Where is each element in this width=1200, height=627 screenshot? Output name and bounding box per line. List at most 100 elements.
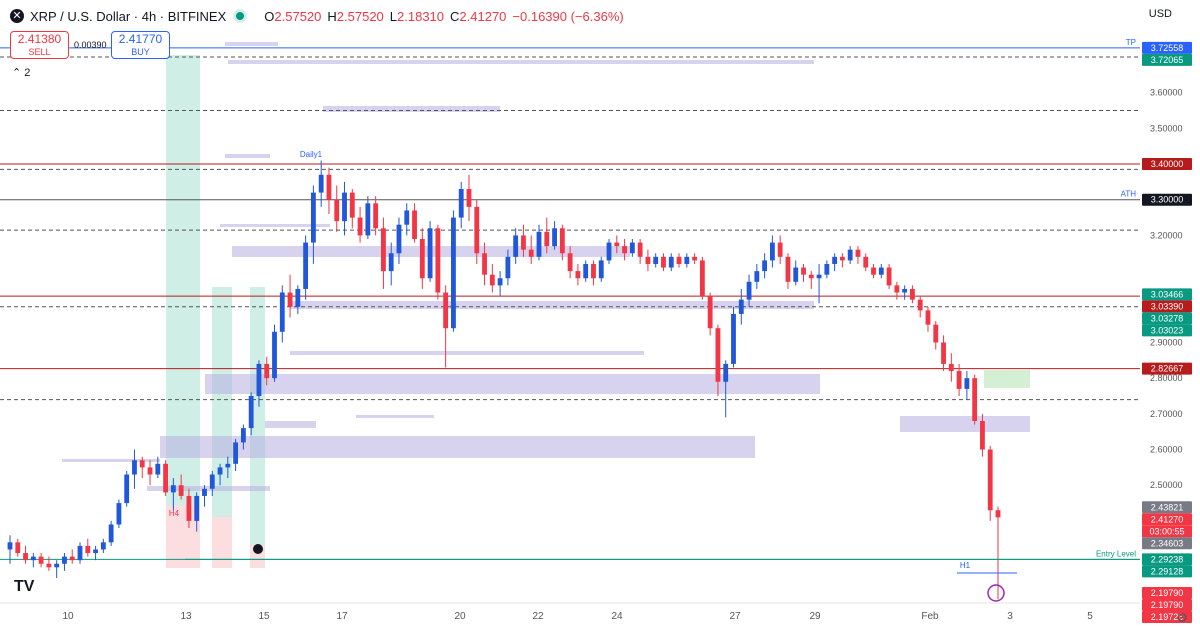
candle-body [482, 253, 487, 275]
candle-body [980, 420, 985, 450]
candle-body [917, 299, 923, 311]
buy-price: 2.41770 [118, 32, 163, 46]
gear-icon[interactable]: ⚙ [1176, 610, 1188, 625]
price-tag [1142, 158, 1192, 171]
annotation-label: H4 [169, 509, 180, 518]
close-icon[interactable]: ✕ [10, 9, 24, 23]
y-tick-label: 3.20000 [1150, 230, 1183, 240]
candle-body [754, 271, 760, 282]
price-tag [1142, 611, 1192, 624]
change-value: −0.16390 (−6.36%) [512, 8, 624, 24]
candle-body [559, 228, 565, 254]
candle-body [373, 203, 379, 229]
candle-body [474, 206, 480, 254]
supply-demand-zone [290, 351, 644, 355]
candle-body [972, 378, 978, 421]
candle-body [139, 460, 145, 468]
candle-body [816, 274, 822, 279]
candle-body [941, 342, 946, 364]
candle-body [272, 331, 277, 379]
x-tick-label: 15 [258, 611, 270, 622]
candle-body [591, 263, 596, 279]
annotation-label: H1 [960, 561, 971, 570]
price-tag [1142, 565, 1192, 578]
y-tick-label: 3.50000 [1150, 123, 1183, 133]
candle-body [178, 485, 184, 496]
candle-body [381, 228, 386, 272]
candle-body [832, 256, 838, 264]
candle-body [552, 228, 557, 247]
price-tag-label: 3.03466 [1151, 289, 1184, 299]
candle-layer [7, 160, 1001, 600]
sell-label: SELL [28, 47, 51, 57]
candle-body [536, 231, 542, 257]
indicator-collapse[interactable]: ⌃ 2 [12, 67, 31, 79]
candle-body [824, 263, 830, 275]
session-zone [212, 517, 232, 568]
candle-body [132, 460, 137, 475]
candle-body [23, 553, 28, 561]
close-label: C [450, 8, 460, 24]
candle-body [163, 463, 169, 493]
price-tag-label: 3.72558 [1151, 43, 1184, 53]
candle-body [902, 288, 908, 293]
tradingview-logo-icon[interactable]: TV [14, 578, 35, 595]
candle-body [147, 467, 153, 475]
price-tag [1142, 288, 1192, 301]
level-label: Entry Level [1096, 549, 1136, 558]
candle-body [489, 274, 495, 286]
price-tag [1142, 513, 1192, 526]
price-tag [1142, 501, 1192, 514]
spread-value: 0.00390 [74, 40, 107, 50]
candle-body [85, 545, 91, 554]
zone-layer [62, 42, 1030, 568]
buy-label: BUY [131, 47, 150, 57]
candle-body [186, 495, 192, 521]
candle-body [544, 231, 550, 247]
candle-body [684, 256, 690, 264]
x-tick-label: 13 [180, 611, 192, 622]
candle-body [707, 296, 713, 329]
candle-body [699, 260, 705, 297]
sell-button[interactable]: 2.41380 SELL [10, 31, 69, 59]
y-tick-label: 2.90000 [1150, 337, 1183, 347]
candle-body [653, 256, 659, 264]
candle-body [287, 292, 293, 307]
candle-body [855, 249, 861, 257]
candle-body [839, 256, 845, 261]
candle-body [668, 256, 674, 268]
symbol-title[interactable]: XRP / U.S. Dollar · 4h · BITFINEX [30, 8, 227, 24]
low-value: 2.18310 [397, 8, 445, 24]
buy-button[interactable]: 2.41770 BUY [111, 31, 170, 59]
candle-body [466, 189, 472, 207]
candle-body [69, 556, 75, 561]
alert-icon [987, 584, 1005, 602]
candle-body [575, 271, 581, 279]
price-tag [1142, 312, 1192, 325]
price-tag [1142, 300, 1192, 313]
session-zone [212, 287, 232, 568]
open-label: O [264, 8, 275, 24]
y-tick-label: 2.60000 [1150, 445, 1183, 455]
candle-body [116, 503, 122, 525]
currency-selector[interactable]: USD [1148, 8, 1172, 20]
candle-body [528, 249, 534, 257]
price-tag-label: 2.41270 [1151, 514, 1184, 524]
supply-demand-zone [900, 416, 1030, 432]
session-zone [166, 55, 200, 568]
supply-demand-zone [160, 436, 755, 458]
candle-body [995, 510, 1001, 518]
level-label: ATH [1121, 190, 1137, 199]
session-zone [250, 287, 265, 568]
candle-body [910, 288, 915, 300]
market-status-icon [236, 12, 245, 20]
candle-body [598, 260, 604, 279]
candle-body [365, 203, 371, 236]
supply-demand-zone [228, 60, 814, 64]
x-tick-label: 5 [1087, 611, 1093, 622]
candle-body [622, 246, 627, 254]
candle-body [777, 242, 783, 257]
candle-body [692, 256, 698, 261]
candle-body [871, 267, 876, 275]
